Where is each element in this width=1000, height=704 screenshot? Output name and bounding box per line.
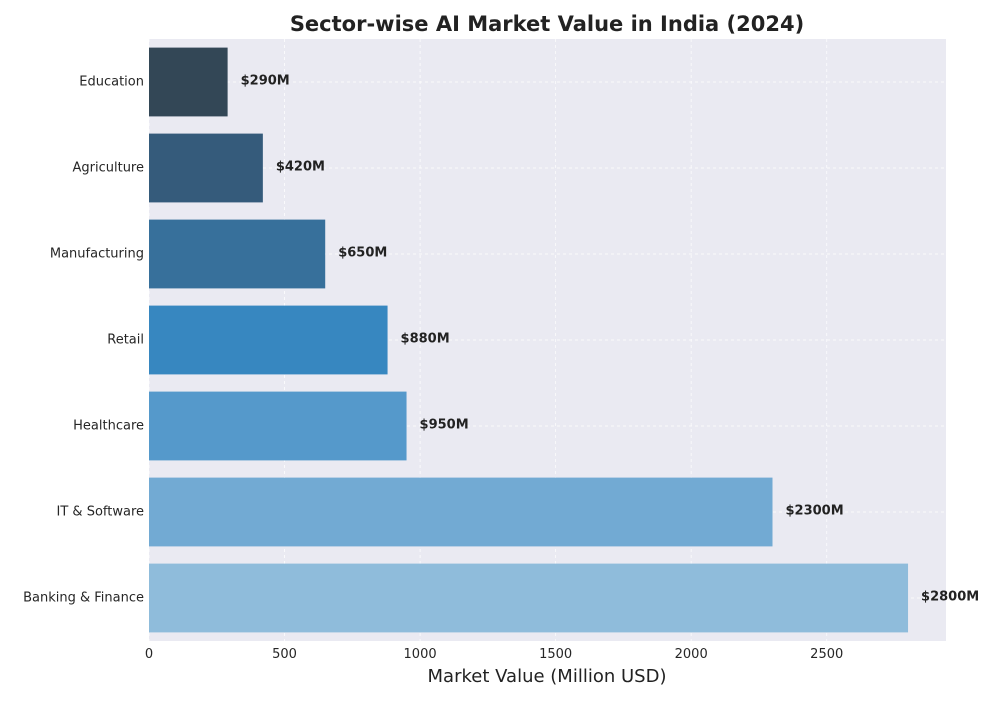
data-label: $650M [338, 246, 387, 261]
x-tick-label: 0 [145, 647, 153, 662]
data-label: $2800M [921, 590, 979, 605]
y-axis-ticks: Banking & Finance IT & Software Healthcare… [23, 75, 144, 606]
bar-healthcare [149, 391, 407, 461]
x-tick-label: 1500 [539, 647, 572, 662]
y-tick-label: Healthcare [73, 419, 144, 434]
data-label: $420M [276, 160, 325, 175]
y-tick-label: Retail [107, 333, 144, 348]
bar-it-software [149, 477, 773, 547]
y-tick-label: Agriculture [73, 161, 145, 176]
data-label: $290M [241, 74, 290, 89]
x-axis-label: Market Value (Million USD) [428, 666, 667, 687]
y-tick-label: Banking & Finance [23, 591, 144, 606]
x-tick-label: 500 [272, 647, 297, 662]
bar-retail [149, 305, 388, 375]
data-labels: $2800M $2300M $950M $880M $650M $420M $290M [241, 74, 980, 605]
bar-agriculture [149, 133, 263, 203]
x-tick-label: 1000 [404, 647, 437, 662]
chart-title: Sector-wise AI Market Value in India (20… [290, 12, 804, 36]
x-tick-label: 2000 [675, 647, 708, 662]
y-tick-label: IT & Software [57, 505, 144, 520]
data-label: $950M [420, 418, 469, 433]
bar-manufacturing [149, 219, 326, 289]
bar-banking-finance [149, 563, 909, 633]
bar-education [149, 47, 228, 117]
y-tick-label: Education [79, 75, 144, 90]
x-tick-label: 2500 [810, 647, 843, 662]
data-label: $880M [401, 332, 450, 347]
x-axis-ticks: 0 500 1000 1500 2000 2500 [145, 647, 843, 662]
y-tick-label: Manufacturing [50, 247, 144, 262]
bars [149, 47, 909, 633]
data-label: $2300M [786, 504, 844, 519]
